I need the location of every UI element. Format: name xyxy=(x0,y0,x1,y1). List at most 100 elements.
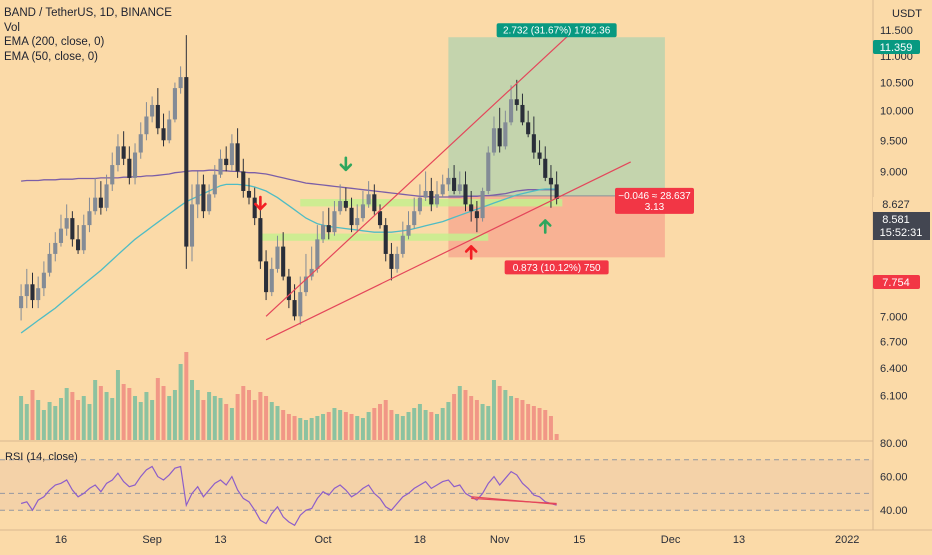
volume-bar xyxy=(446,402,451,440)
volume-bar xyxy=(366,412,371,440)
price-axis[interactable]: 11.50011.00010.50010.0009.5009.0008.2007… xyxy=(872,0,932,530)
volume-bar xyxy=(395,414,400,440)
volume-bar xyxy=(41,410,46,440)
symbol-title[interactable]: BAND / TetherUS, 1D, BINANCE xyxy=(4,7,172,19)
volume-bar xyxy=(548,416,553,440)
volume-bar xyxy=(121,384,126,440)
candle-body xyxy=(76,239,81,251)
volume-bar xyxy=(497,386,502,440)
volume-bar xyxy=(161,386,166,440)
candle-body xyxy=(303,276,309,293)
candle-body xyxy=(47,253,52,273)
candle-body xyxy=(343,201,348,208)
arrow-head xyxy=(464,245,478,253)
arrow-up-red-icon xyxy=(464,245,478,260)
candle-body xyxy=(412,211,417,226)
candle-body xyxy=(98,197,103,208)
rsi-pane xyxy=(0,459,873,527)
ema50-indicator-label[interactable]: EMA (50, close, 0) xyxy=(4,50,98,63)
volume-bar xyxy=(70,392,75,440)
candle-body xyxy=(269,268,274,293)
volume-bar xyxy=(372,408,377,440)
price-tick-label: 6.400 xyxy=(880,363,908,375)
candle-body xyxy=(115,146,120,166)
candle-body xyxy=(548,177,553,185)
price-label-current-box xyxy=(873,212,930,240)
candle-body xyxy=(246,190,252,198)
candle-body xyxy=(457,184,462,191)
stop-label-box xyxy=(504,260,609,275)
target-label-box xyxy=(496,23,617,38)
volume-bar xyxy=(24,404,29,440)
candle-body xyxy=(87,211,92,226)
candle-body xyxy=(58,228,64,243)
volume-bar xyxy=(440,408,445,440)
price-tick-label: 10.500 xyxy=(880,78,914,90)
time-tick-label: 13 xyxy=(733,534,745,546)
time-axis[interactable]: 16 Sep 13 Oct 18 Nov 15 Dec 13 2022 xyxy=(0,529,932,546)
candle-body xyxy=(132,152,138,178)
candle-body xyxy=(167,119,172,141)
candle-body xyxy=(252,197,257,219)
stop-label-text: 0.873 (10.12%) 750 xyxy=(513,263,601,274)
candle-body xyxy=(372,194,377,212)
price-label-target-box xyxy=(873,40,920,54)
candle-body xyxy=(138,134,143,153)
pnl-label-line2: 3.13 xyxy=(645,202,665,213)
candle-body xyxy=(155,104,160,129)
volume-bar xyxy=(531,406,536,440)
volume-bar xyxy=(463,390,468,440)
arrow-head xyxy=(339,163,353,172)
candle-body xyxy=(241,171,246,191)
volume-bar xyxy=(258,392,263,440)
volume-bar xyxy=(218,398,223,440)
volume-bar xyxy=(281,410,286,440)
volume-bar xyxy=(98,386,103,440)
candle-body xyxy=(469,204,474,212)
candle-body xyxy=(298,292,303,317)
volume-bar xyxy=(275,406,280,440)
candle-body xyxy=(514,99,519,105)
candle-body xyxy=(218,158,223,175)
candle-body xyxy=(503,122,508,147)
arrow-up-green-icon xyxy=(538,219,552,234)
price-tick-label: 6.700 xyxy=(880,337,908,349)
volume-bar xyxy=(252,400,257,440)
volume-bar xyxy=(195,390,200,440)
candle-body xyxy=(292,300,297,317)
candle-body xyxy=(309,268,314,277)
rsi-tick-label: 60.00 xyxy=(880,472,908,484)
channel-lines[interactable] xyxy=(265,24,631,341)
signal-arrows[interactable] xyxy=(254,156,552,260)
volume-bar xyxy=(469,396,474,440)
price-label-target: 11.359 xyxy=(873,40,920,54)
candle-body xyxy=(195,184,200,205)
candle-body xyxy=(383,225,388,254)
price-label-current: 8.581 15:52:31 xyxy=(873,212,930,240)
ema200-indicator-label[interactable]: EMA (200, close, 0) xyxy=(4,36,105,48)
volume-bar xyxy=(491,380,496,440)
volume-bar xyxy=(554,434,559,440)
candle-body xyxy=(207,194,212,212)
long-position-tool[interactable] xyxy=(448,37,665,258)
volume-bar xyxy=(133,396,138,440)
volume-bar xyxy=(172,390,177,440)
candle-body xyxy=(30,284,35,301)
volume-bar xyxy=(452,394,457,440)
price-tick-label: 9.500 xyxy=(880,135,908,147)
time-tick-label: Oct xyxy=(314,534,331,546)
volume-bar xyxy=(212,396,217,440)
price-label-current-text: 8.581 xyxy=(882,214,910,226)
volume-indicator-label[interactable]: Vol xyxy=(4,21,20,34)
price-tick-label: 9.000 xyxy=(880,166,908,178)
volume-bar xyxy=(53,406,58,440)
volume-bar xyxy=(309,418,314,440)
candle-body xyxy=(144,116,149,135)
volume-bar xyxy=(144,392,149,440)
candle-body xyxy=(491,128,497,153)
candle-body xyxy=(446,177,451,185)
candle-body xyxy=(81,225,86,251)
price-label-entry-box xyxy=(873,197,920,211)
